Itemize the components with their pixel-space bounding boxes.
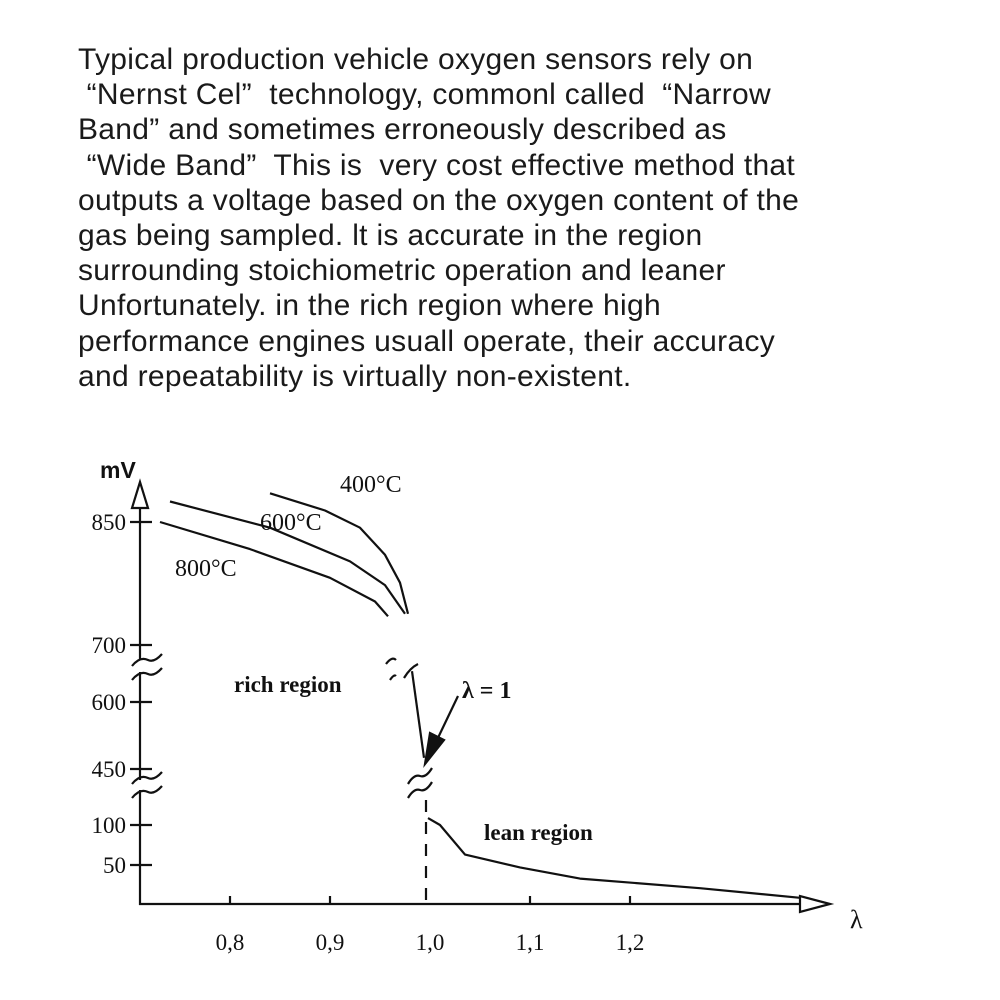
paragraph-line: surrounding stoichiometric operation and… xyxy=(78,254,726,288)
lambda-one-pointer xyxy=(435,695,459,743)
paragraph-line: performance engines usuall operate, thei… xyxy=(78,324,776,358)
curve-break xyxy=(407,767,433,799)
curve-600c xyxy=(169,500,406,615)
curve-400c xyxy=(269,492,410,615)
paragraph-line: outputs a voltage based on the oxygen co… xyxy=(78,183,800,217)
x-axis-arrow xyxy=(798,894,835,914)
y-tick-label: 50 xyxy=(103,853,126,878)
curve-lean-region xyxy=(427,817,801,899)
x-tick-label: 0,9 xyxy=(316,930,345,955)
x-tick-label: 1,0 xyxy=(416,930,445,955)
paragraph-line: “Nernst Cel” technology, commonl called … xyxy=(78,78,772,112)
rich-region-label: rich region xyxy=(234,672,342,697)
y-tick-label: 850 xyxy=(92,510,127,535)
series-label-800: 800°C xyxy=(175,556,237,582)
y-tick-label: 700 xyxy=(92,633,127,658)
lambda-one-arrowhead xyxy=(423,731,446,768)
series-label-600: 600°C xyxy=(260,510,322,536)
paragraph-line: Typical production vehicle oxygen sensor… xyxy=(78,43,754,76)
description-paragraph: Typical production vehicle oxygen sensor… xyxy=(78,42,958,394)
x-tick-label: 1,2 xyxy=(616,930,645,955)
y-axis-break xyxy=(131,653,163,681)
y-tick-label: 600 xyxy=(92,690,127,715)
y-axis-label: mV xyxy=(100,457,136,483)
paragraph-line: and repeatability is virtually non-exist… xyxy=(78,359,632,393)
curve-break xyxy=(385,657,419,681)
x-axis-label: λ xyxy=(850,905,863,934)
paragraph-line: “Wide Band” This is very cost effective … xyxy=(78,148,796,182)
curve-800c xyxy=(159,520,389,618)
y-axis-arrow xyxy=(130,478,150,510)
paragraph-line: gas being sampled. lt is accurate in the… xyxy=(78,219,703,253)
lambda-one-label: λ = 1 xyxy=(462,678,511,704)
x-tick-label: 1,1 xyxy=(516,930,545,955)
paragraph-line: Band” and sometimes erroneously describe… xyxy=(78,113,727,147)
paragraph-line: Unfortunately. in the rich region where … xyxy=(78,289,661,323)
y-axis-break xyxy=(131,771,163,799)
y-tick-label: 100 xyxy=(92,813,127,838)
lean-region-label: lean region xyxy=(484,820,593,845)
series-label-400: 400°C xyxy=(340,472,402,498)
y-tick-label: 450 xyxy=(92,757,127,782)
curve-steep-transition xyxy=(410,671,426,758)
x-tick-label: 0,8 xyxy=(216,930,245,955)
